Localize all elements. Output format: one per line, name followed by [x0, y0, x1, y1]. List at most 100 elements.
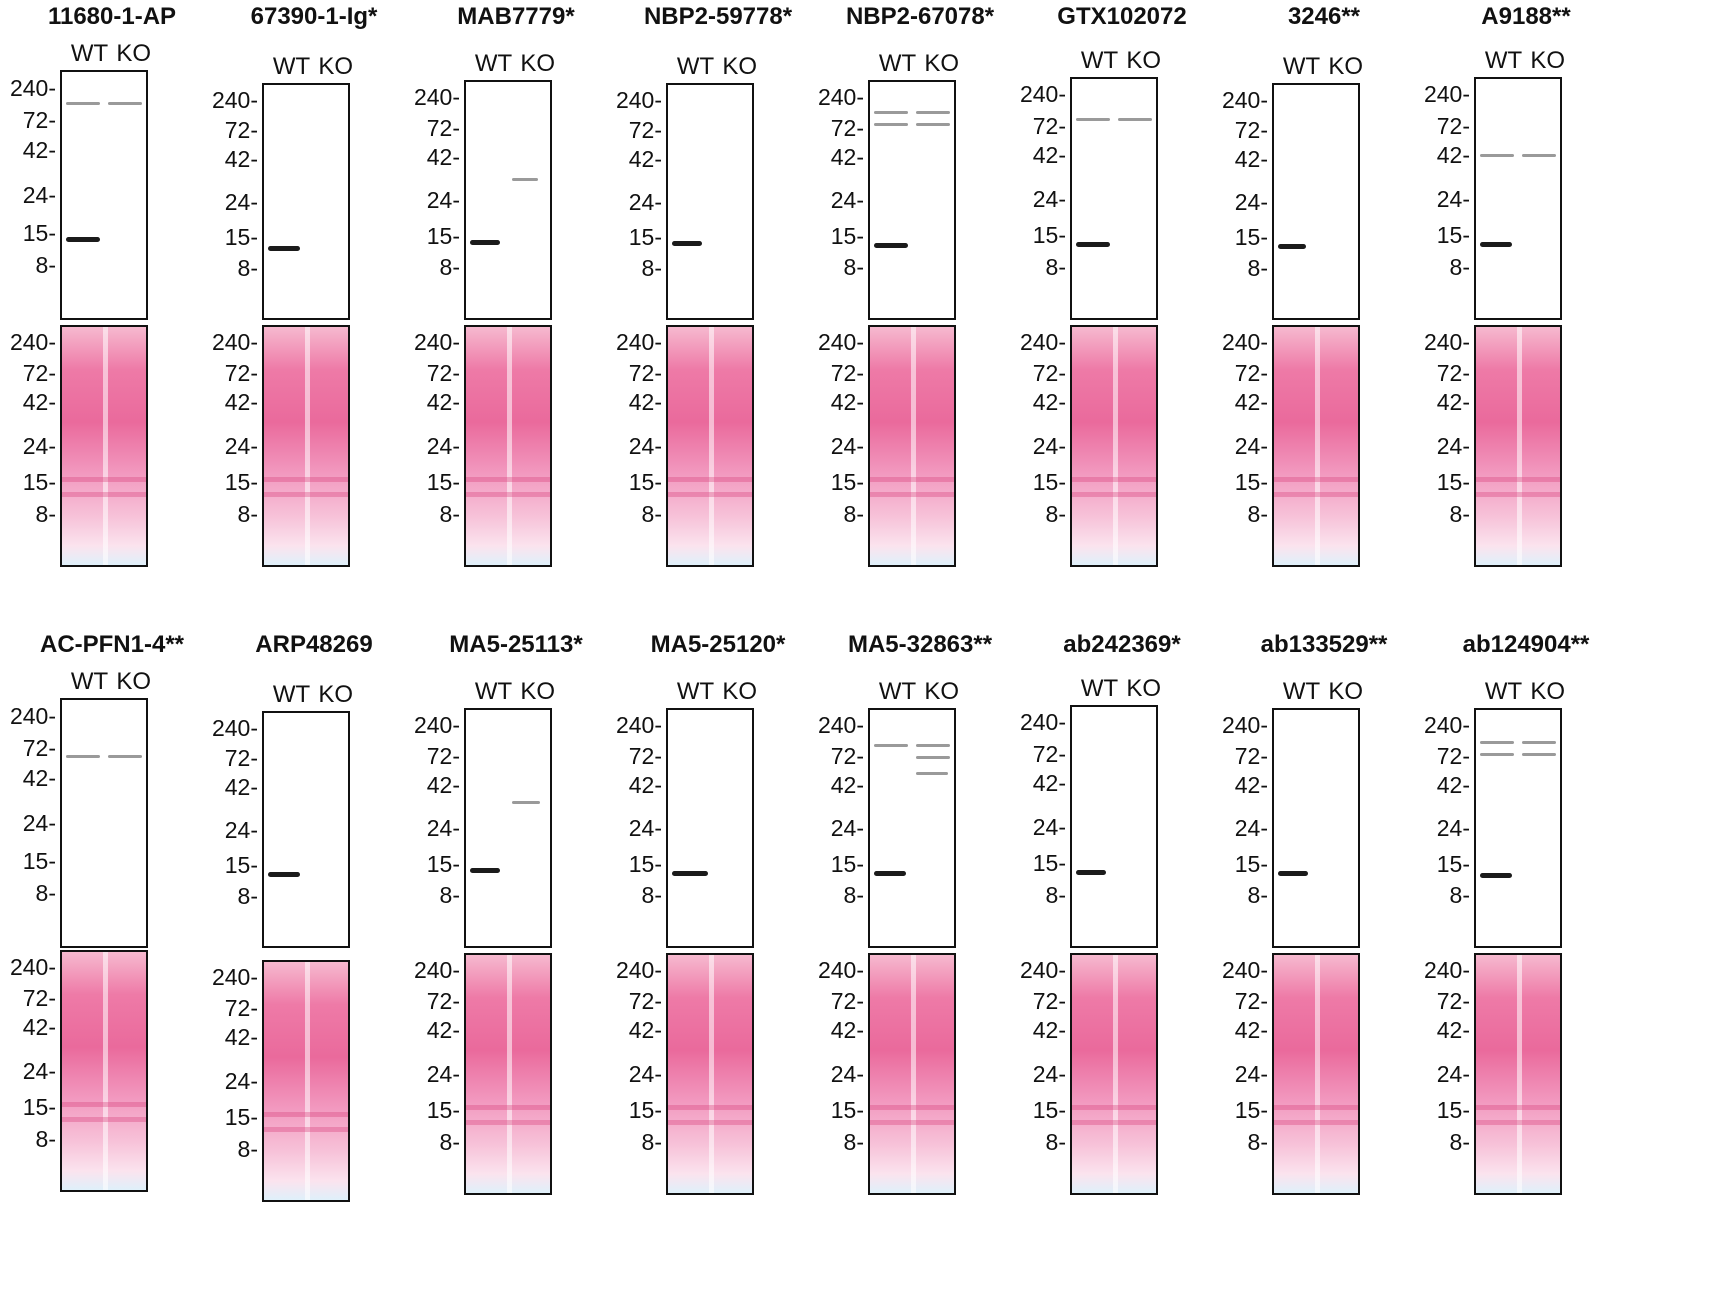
mw-marker-label: 15-	[1234, 224, 1268, 250]
mw-marker-label: 8-	[1045, 1129, 1066, 1155]
mw-marker-label: 15-	[1234, 1097, 1268, 1123]
mw-marker-label: 240-	[9, 954, 56, 980]
mw-marker-label: 72-	[830, 115, 864, 141]
mw-marker-label: 8-	[641, 501, 662, 527]
ponceau-band	[870, 477, 954, 482]
protein-band	[512, 178, 538, 181]
blot-panel: NBP2-59778* WT KO 240- 72- 42- 24- 15- 8- 240- 72…	[606, 0, 820, 620]
western-blot-image	[262, 83, 350, 320]
ponceau-stain-image	[666, 325, 754, 567]
mw-marker-label: 42-	[22, 389, 56, 415]
mw-marker-label: 72-	[426, 988, 460, 1014]
mw-marker-label: 24-	[426, 1061, 460, 1087]
mw-marker-label: 72-	[628, 360, 662, 386]
western-blot-image	[1070, 705, 1158, 948]
mw-marker-label: 72-	[1436, 988, 1470, 1014]
mw-marker-label: 72-	[224, 360, 258, 386]
mw-marker-label: 24-	[224, 189, 258, 215]
lane-labels: WT KO	[878, 50, 960, 77]
antibody-title: 3246**	[1287, 3, 1361, 30]
mw-marker-label: 42-	[830, 389, 864, 415]
mw-marker-label: 240-	[1019, 329, 1066, 355]
mw-marker-label: 42-	[1234, 1017, 1268, 1043]
mw-marker-label: 72-	[1436, 743, 1470, 769]
mw-marker-label: 15-	[830, 851, 864, 877]
mw-marker-label: 240-	[1019, 957, 1066, 983]
protein-band	[66, 755, 100, 758]
mw-marker-label: 240-	[211, 87, 258, 113]
mw-marker-label: 240-	[413, 84, 460, 110]
mw-marker-label: 24-	[426, 187, 460, 213]
mw-marker-label: 42-	[1032, 770, 1066, 796]
mw-marker-label: 8-	[843, 1129, 864, 1155]
blot-panel: ARP48269 WT KO 240- 72- 42- 24- 15- 8- 240- 72- 42…	[202, 628, 416, 1248]
mw-marker-label: 8-	[843, 254, 864, 280]
ponceau-band	[62, 477, 146, 482]
mw-marker-label: 72-	[628, 988, 662, 1014]
mw-marker-label: 240-	[817, 84, 864, 110]
mw-marker-label: 24-	[22, 433, 56, 459]
western-blot-image	[868, 708, 956, 948]
ponceau-stain-image	[868, 325, 956, 567]
protein-band	[1118, 118, 1152, 121]
antibody-title: MA5-32863**	[847, 631, 993, 658]
mw-marker-label: 15-	[628, 851, 662, 877]
ponceau-band	[62, 1102, 146, 1107]
blot-panel: MA5-25113* WT KO 240- 72- 42- 24- 15- 8- 240- 72-…	[404, 628, 618, 1248]
ponceau-band	[62, 1117, 146, 1122]
protein-band	[1522, 753, 1556, 756]
mw-marker-label: 15-	[426, 1097, 460, 1123]
protein-band	[1480, 154, 1514, 157]
protein-band	[1076, 118, 1110, 121]
mw-marker-label: 15-	[830, 1097, 864, 1123]
lane-labels: WT KO	[474, 678, 556, 705]
mw-marker-label: 72-	[830, 360, 864, 386]
mw-marker-label: 15-	[628, 1097, 662, 1123]
mw-marker-label: 72-	[1436, 113, 1470, 139]
mw-marker-label: 72-	[1032, 360, 1066, 386]
mw-marker-label: 15-	[628, 224, 662, 250]
antibody-title: AC-PFN1-4**	[39, 631, 185, 658]
mw-marker-label: 42-	[22, 137, 56, 163]
mw-marker-label: 24-	[1234, 815, 1268, 841]
ponceau-band	[1072, 492, 1156, 497]
mw-marker-label: 24-	[224, 433, 258, 459]
mw-marker-label: 240-	[1221, 957, 1268, 983]
antibody-title: MAB7779*	[457, 3, 575, 30]
ponceau-band	[668, 492, 752, 497]
mw-marker-label: 15-	[224, 224, 258, 250]
mw-marker-label: 24-	[830, 187, 864, 213]
mw-marker-label: 15-	[22, 1094, 56, 1120]
blot-panel: ab242369* WT KO 240- 72- 42- 24- 15- 8- 240- 72- 4…	[1010, 628, 1224, 1248]
protein-band	[1076, 242, 1110, 247]
mw-marker-label: 42-	[628, 772, 662, 798]
ponceau-band	[668, 1105, 752, 1110]
lane-separator	[911, 955, 916, 1193]
blot-panel: ab133529** WT KO 240- 72- 42- 24- 15- 8- 240- 72-…	[1212, 628, 1426, 1248]
ponceau-stain-image	[666, 953, 754, 1195]
lane-labels: WT KO	[676, 53, 758, 80]
mw-marker-label: 8-	[237, 883, 258, 909]
mw-marker-label: 24-	[1032, 814, 1066, 840]
lane-labels: WT KO	[1080, 47, 1162, 74]
protein-band	[1480, 753, 1514, 756]
ponceau-stain-image	[868, 953, 956, 1195]
lane-separator	[1517, 955, 1522, 1193]
mw-marker-label: 72-	[1234, 117, 1268, 143]
mw-marker-label: 15-	[830, 223, 864, 249]
mw-marker-label: 15-	[1436, 469, 1470, 495]
mw-marker-label: 240-	[413, 957, 460, 983]
lane-separator	[1517, 327, 1522, 565]
protein-band	[874, 243, 908, 248]
antibody-title: MA5-25120*	[650, 631, 786, 658]
lane-separator	[1113, 955, 1118, 1193]
ponceau-band	[264, 1127, 348, 1132]
mw-marker-label: 15-	[22, 848, 56, 874]
ponceau-band	[264, 477, 348, 482]
ponceau-band	[870, 1120, 954, 1125]
protein-band	[1480, 873, 1512, 878]
mw-marker-label: 15-	[22, 220, 56, 246]
mw-marker-label: 15-	[224, 1104, 258, 1130]
western-blot-image	[60, 698, 148, 948]
mw-marker-label: 8-	[1247, 501, 1268, 527]
